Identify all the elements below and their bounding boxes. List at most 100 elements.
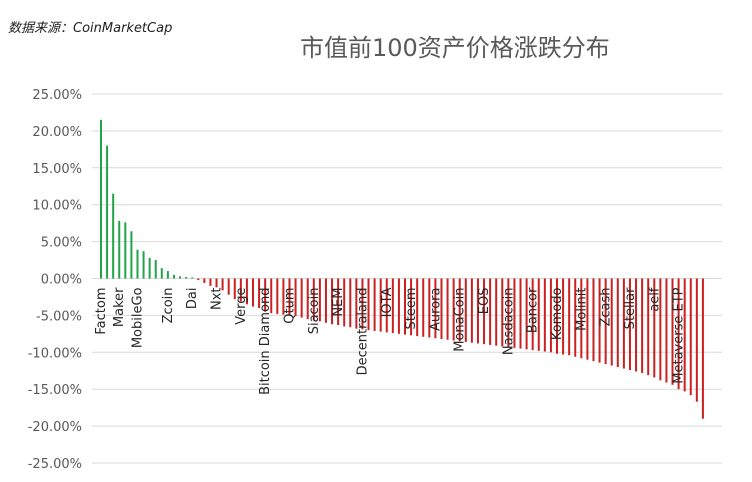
bar: [258, 278, 261, 309]
bar: [185, 277, 188, 279]
y-tick-label: 10.00%: [32, 199, 82, 214]
x-tick-label: NEM: [331, 288, 346, 317]
bar: [586, 278, 589, 360]
bar: [197, 278, 200, 280]
bar: [483, 278, 486, 345]
x-tick-label: aelf: [647, 287, 662, 312]
x-tick-label: Aurora: [428, 288, 443, 331]
y-tick-label: 15.00%: [32, 162, 82, 177]
bar: [264, 278, 267, 312]
bar: [513, 278, 516, 348]
bar: [233, 278, 236, 300]
x-tick-label: Factom: [94, 288, 109, 335]
bar: [112, 193, 115, 279]
x-tick-label: Maker: [112, 287, 127, 327]
bar: [622, 278, 625, 369]
x-tick-label: Qtum: [282, 288, 297, 324]
bar: [300, 278, 303, 318]
bar: [179, 276, 182, 279]
bar: [361, 278, 364, 330]
bar: [118, 220, 121, 279]
y-tick-label: -10.00%: [28, 346, 82, 361]
bar: [245, 278, 248, 305]
bar: [124, 222, 127, 279]
bar: [568, 278, 571, 356]
bar: [525, 278, 528, 350]
bar: [355, 278, 358, 329]
bar: [331, 278, 334, 325]
bar: [677, 278, 680, 390]
bar: [476, 278, 479, 344]
bar: [106, 145, 109, 279]
bar: [556, 278, 558, 354]
bar: [689, 278, 692, 396]
bar: [270, 278, 273, 314]
bar: [276, 278, 279, 314]
y-tick-label: 5.00%: [41, 236, 82, 251]
bar: [373, 278, 376, 331]
bar: [647, 278, 650, 376]
bar: [397, 278, 400, 334]
x-tick-label: MobileGo: [130, 287, 145, 348]
bar: [574, 278, 577, 357]
bar: [221, 278, 224, 291]
chart-title: 市值前100资产价格涨跌分布: [300, 34, 610, 62]
bar: [166, 271, 169, 279]
bar: [665, 278, 668, 383]
bar: [203, 278, 206, 283]
bar: [379, 278, 382, 332]
bar: [148, 257, 151, 279]
bar: [337, 278, 340, 325]
x-tick-label: Steem: [404, 288, 419, 330]
bar: [343, 278, 346, 327]
bar: [671, 278, 674, 385]
bar: [130, 231, 133, 279]
x-tick-label: Siacoin: [307, 288, 322, 335]
bar: [452, 278, 455, 341]
x-tick-label: Stellar: [623, 287, 638, 330]
bar: [592, 278, 595, 362]
bar: [191, 277, 194, 279]
x-tick-label: Komodo: [550, 287, 565, 340]
y-tick-label: -15.00%: [28, 383, 82, 398]
y-tick-label: -5.00%: [36, 309, 82, 324]
bar: [227, 278, 230, 295]
bar: [209, 278, 212, 286]
bar: [100, 119, 102, 279]
bar: [501, 278, 504, 347]
bar: [695, 278, 698, 402]
bar: [446, 278, 449, 340]
bar: [683, 278, 686, 392]
bar: [562, 278, 565, 355]
bar: [294, 278, 297, 317]
x-tick-label: IOTA: [380, 287, 395, 317]
x-tick-label: Bitcoin Diamond: [258, 288, 273, 395]
bar: [142, 251, 145, 279]
bar: [324, 278, 327, 323]
x-tick-label: Metaverse ETP: [672, 287, 687, 383]
x-tick-label: Molinit: [574, 288, 589, 331]
bar: [458, 278, 461, 342]
bar: [464, 278, 467, 342]
chart-source: 数据来源：CoinMarketCap: [8, 21, 173, 36]
bar: [282, 278, 285, 315]
bar: [531, 278, 534, 351]
bar: [641, 278, 644, 373]
bar: [215, 278, 218, 288]
bar: [312, 278, 315, 321]
bar: [470, 278, 473, 343]
x-tick-label: EOS: [477, 288, 492, 315]
x-tick-label: Dai: [185, 288, 200, 310]
bar: [160, 268, 163, 279]
bar: [428, 278, 431, 338]
bar: [543, 278, 546, 352]
bar: [404, 278, 406, 335]
bar: [519, 278, 522, 349]
x-tick-label: Nxt: [210, 288, 225, 311]
bar: [659, 278, 662, 381]
bar: [391, 278, 394, 334]
bar: [628, 278, 631, 371]
bar: [416, 278, 419, 337]
